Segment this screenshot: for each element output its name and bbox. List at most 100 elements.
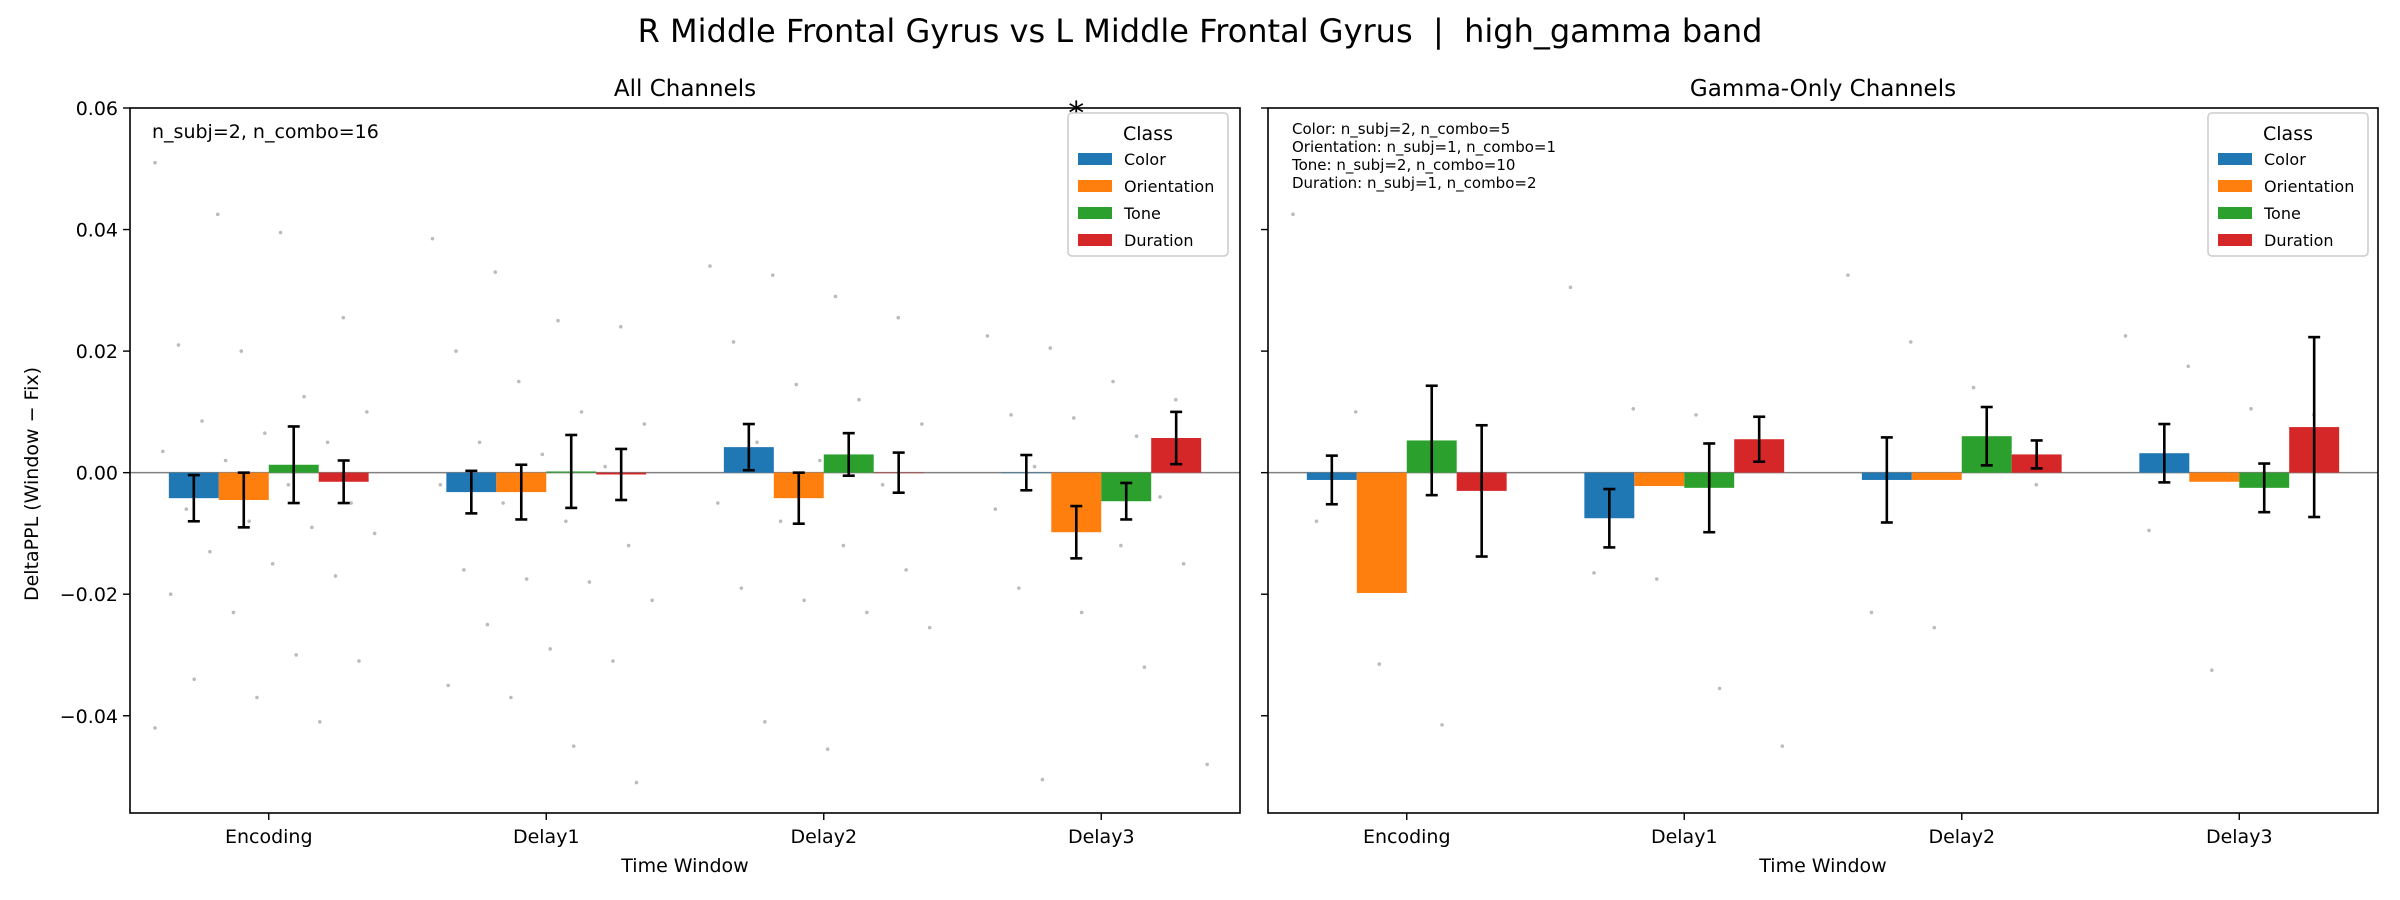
data-point [865, 610, 869, 615]
data-point [462, 568, 466, 572]
data-point [1032, 464, 1037, 469]
legend-swatch-tone [2218, 207, 2252, 219]
legend-swatch-duration [1078, 234, 1112, 246]
data-point [302, 394, 306, 399]
figure-suptitle: R Middle Frontal Gyrus vs L Middle Front… [638, 12, 1763, 50]
data-point [818, 458, 822, 463]
legend-frame [2207, 112, 2369, 257]
legend-label-orientation: Orientation [1124, 177, 1214, 196]
data-point [985, 334, 990, 338]
data-point [215, 212, 220, 217]
x-tick-label: Encoding [225, 826, 313, 848]
data-point [1353, 410, 1358, 414]
x-tick-label: Delay2 [790, 826, 857, 848]
legend-label-duration: Duration [2264, 231, 2334, 250]
data-point [841, 543, 846, 548]
data-point [716, 501, 720, 505]
data-point [438, 483, 443, 487]
data-point [1079, 610, 1084, 615]
data-point [920, 422, 924, 426]
data-point [501, 501, 505, 505]
legend-label-orientation: Orientation [2264, 177, 2354, 196]
legend-swatch-orientation [2218, 180, 2252, 192]
data-point [1717, 686, 1722, 691]
data-point [1440, 723, 1444, 727]
y-tick-label: 0.02 [76, 341, 118, 363]
data-point [1205, 762, 1209, 767]
data-point [896, 315, 901, 320]
panel-gamma-only-channels: Gamma-Only Channels Time Window Color: n… [1261, 76, 2379, 877]
data-point [1291, 212, 1295, 217]
x-axis-label-right: Time Window [1758, 855, 1886, 877]
data-point [1846, 273, 1850, 277]
data-point [365, 410, 369, 414]
y-tick-label: 0.00 [76, 463, 118, 485]
data-point [524, 577, 529, 581]
y-tick-label: −0.02 [60, 584, 118, 606]
data-point [755, 440, 759, 445]
legend-label-tone: Tone [2263, 204, 2301, 223]
data-point [739, 586, 744, 590]
data-point [802, 598, 806, 603]
data-point [1181, 562, 1186, 566]
data-point [548, 647, 552, 651]
data-point [333, 574, 338, 578]
y-tick-label: −0.04 [60, 706, 118, 728]
data-point [2034, 483, 2039, 487]
data-point [239, 349, 244, 353]
data-point [1158, 495, 1162, 499]
data-point [1111, 379, 1115, 384]
data-point [1908, 340, 1913, 344]
data-point [153, 160, 157, 165]
legend-label-color: Color [2264, 150, 2306, 169]
plot-area-gamma-only: Encoding Delay1 Delay2 Delay3 [1261, 107, 2379, 848]
data-point [310, 525, 314, 530]
data-point [1869, 610, 1874, 615]
legend-all-channels: Class Color Orientation Tone Duration [1067, 112, 1229, 257]
data-point [231, 610, 236, 615]
data-point [1173, 397, 1178, 402]
data-point [611, 659, 615, 663]
data-point [516, 379, 521, 384]
data-point [223, 458, 228, 463]
y-tick-label: 0.06 [76, 98, 118, 120]
bar-orientation-encoding [1356, 472, 1407, 593]
data-point [294, 653, 299, 657]
axes-frame [129, 107, 1241, 814]
data-point [430, 236, 435, 241]
legend-swatch-orientation [1078, 180, 1112, 192]
data-point [2186, 364, 2191, 369]
annotation-right-tone: Tone: n_subj=2, n_combo=10 [1291, 156, 1515, 175]
data-point [509, 695, 513, 700]
legend-label-tone: Tone [1123, 204, 1161, 223]
data-point [2147, 528, 2151, 533]
data-point [1134, 434, 1139, 438]
data-point [618, 324, 623, 329]
data-point [153, 726, 157, 730]
data-point [904, 568, 908, 572]
data-point [270, 562, 275, 566]
data-point [168, 592, 173, 597]
x-tick-label: Delay3 [2206, 826, 2273, 848]
data-point [1009, 413, 1013, 417]
legend-swatch-color [2218, 153, 2252, 165]
data-point [708, 264, 712, 268]
data-point [794, 382, 799, 387]
data-point [650, 598, 654, 603]
plot-area-all-channels: *−0.04−0.020.000.020.040.06EncodingDelay… [60, 94, 1241, 848]
data-point [200, 419, 204, 423]
x-tick-label: Encoding [1363, 826, 1451, 848]
y-axis-label: DeltaPPL (Window − Fix) [21, 367, 43, 601]
data-point [1780, 744, 1785, 748]
data-point [587, 580, 592, 584]
data-point [556, 318, 560, 323]
data-point [1592, 571, 1596, 575]
data-point [255, 695, 259, 700]
legend-gamma-only: Class Color Orientation Tone Duration [2207, 112, 2369, 257]
data-point [247, 519, 251, 524]
data-point [2123, 334, 2128, 338]
legend-label-color: Color [1124, 150, 1166, 169]
data-point [778, 519, 783, 524]
annotation-right-duration: Duration: n_subj=1, n_combo=2 [1292, 174, 1537, 193]
